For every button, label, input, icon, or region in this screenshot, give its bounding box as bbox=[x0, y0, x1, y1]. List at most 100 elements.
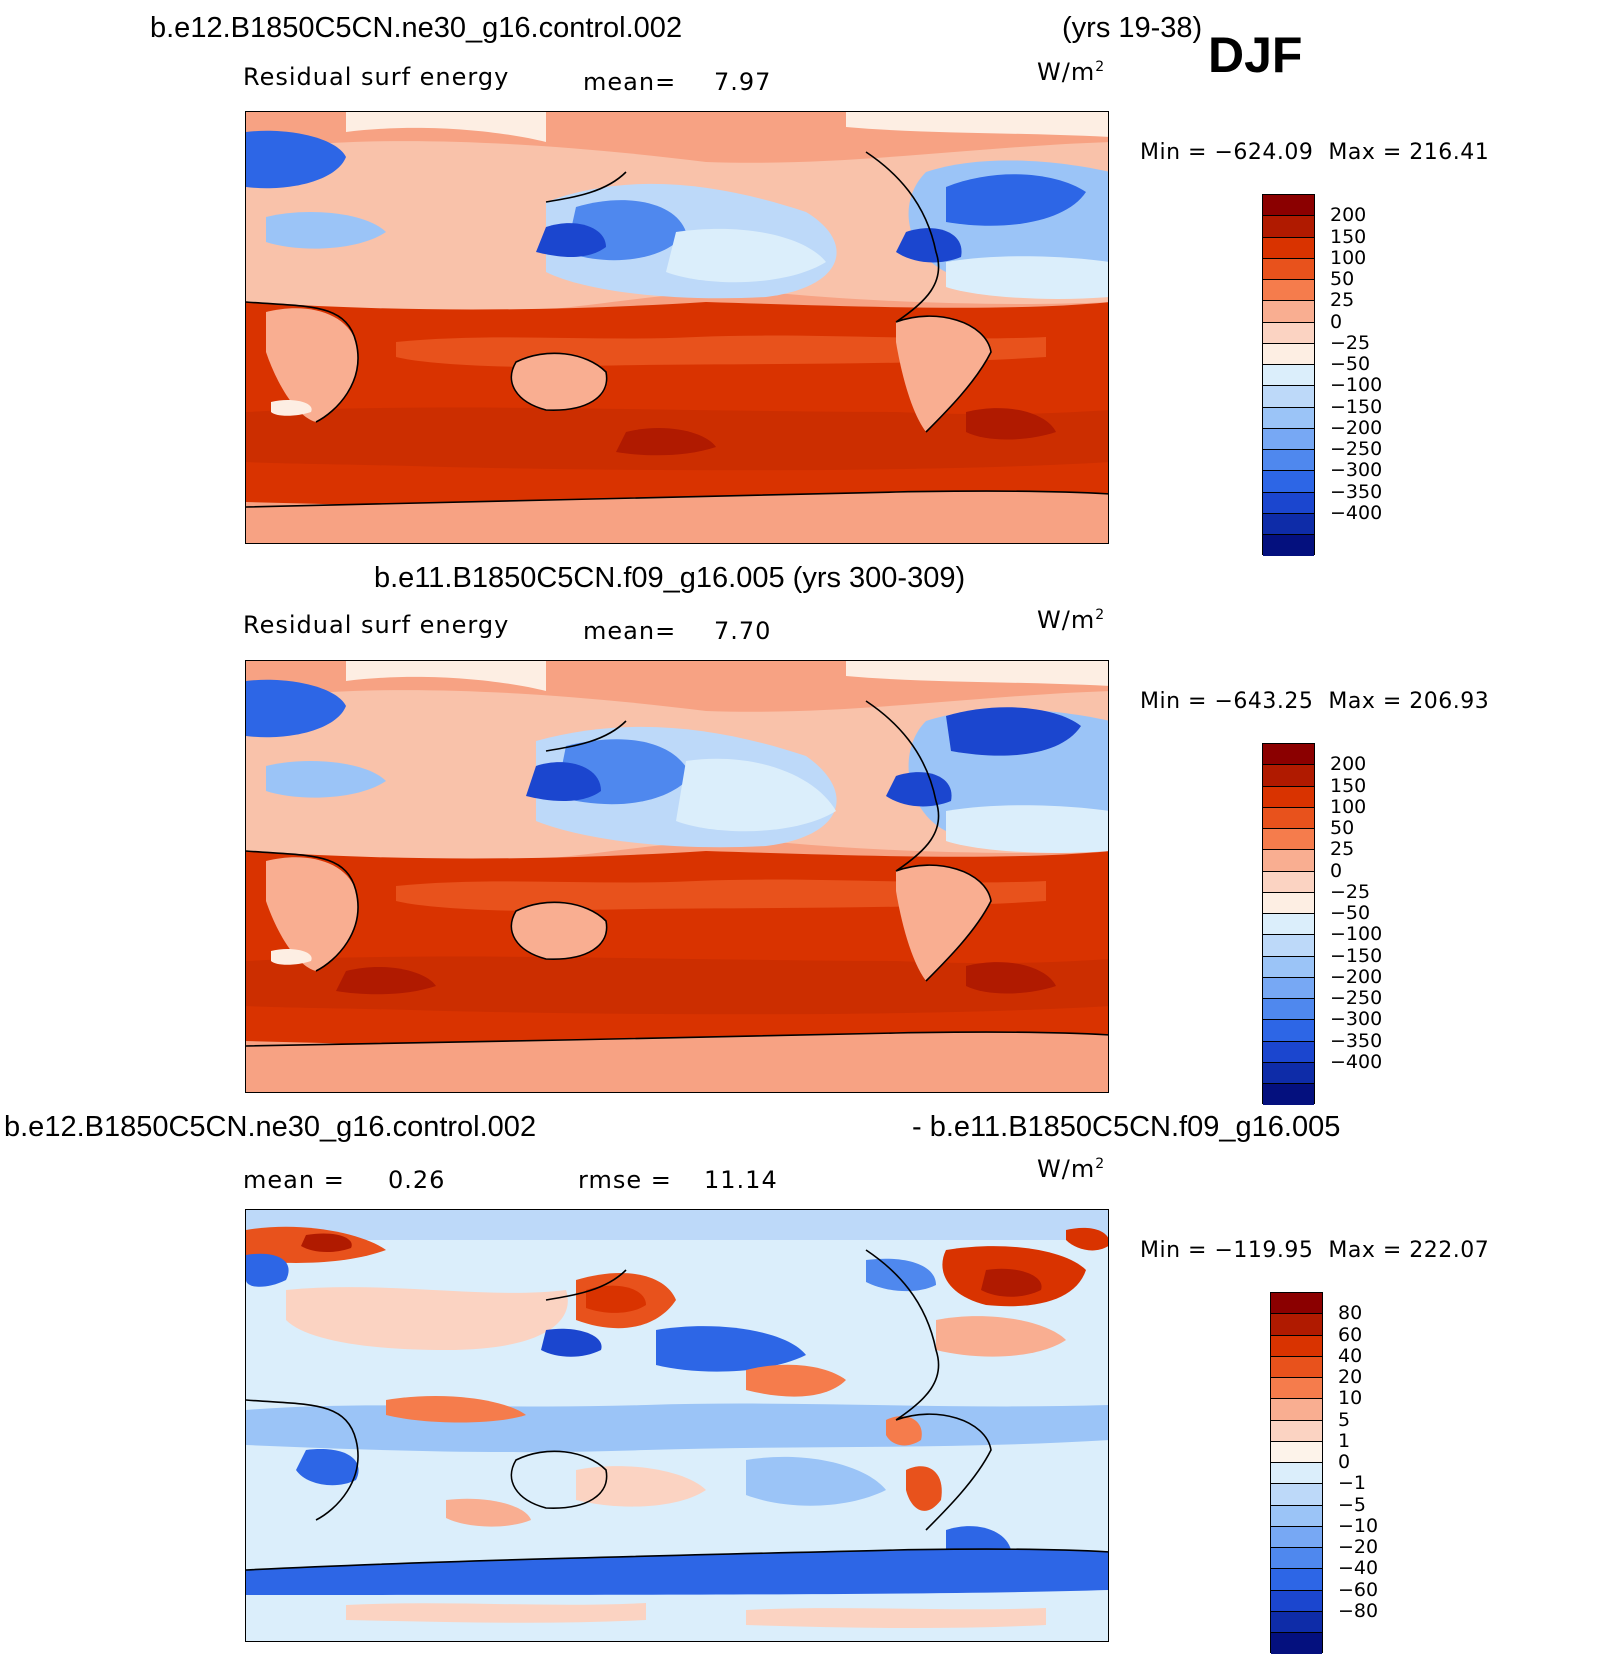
colorbar-segment bbox=[1271, 1314, 1322, 1336]
panel1-min-max: Min = −624.09 Max = 216.41 bbox=[1140, 140, 1490, 165]
colorbar-segment bbox=[1271, 1335, 1322, 1357]
colorbar-segment bbox=[1263, 343, 1314, 365]
panel2-min-max: Min = −643.25 Max = 206.93 bbox=[1140, 689, 1490, 714]
panel1-units: W/m2 bbox=[1037, 58, 1106, 86]
colorbar-tick-label: −200 bbox=[1330, 416, 1383, 439]
colorbar-tick-label: −60 bbox=[1338, 1578, 1379, 1601]
panel2-variable-label: Residual surf energy bbox=[243, 611, 510, 639]
panel3-mean-label: mean = bbox=[243, 1166, 345, 1194]
panel1-map bbox=[245, 111, 1109, 544]
colorbar-tick-label: 80 bbox=[1338, 1302, 1363, 1325]
colorbar-segment bbox=[1263, 765, 1314, 787]
colorbar-segment bbox=[1271, 1505, 1322, 1527]
colorbar-segment bbox=[1263, 829, 1314, 851]
colorbar-tick-label: −300 bbox=[1330, 459, 1383, 482]
colorbar-tick-label: −1 bbox=[1338, 1472, 1367, 1495]
colorbar-segment bbox=[1263, 807, 1314, 829]
colorbar-segment bbox=[1271, 1611, 1322, 1633]
panel2-map bbox=[245, 660, 1109, 1093]
panel1-min-label: Min bbox=[1140, 140, 1181, 165]
colorbar-tick-label: −400 bbox=[1330, 1050, 1383, 1073]
colorbar-segment bbox=[1271, 1569, 1322, 1591]
colorbar-segment bbox=[1263, 914, 1314, 936]
colorbar-segment bbox=[1263, 386, 1314, 408]
panel1-title-left: b.e12.B1850C5CN.ne30_g16.control.002 bbox=[150, 12, 683, 44]
colorbar-segment bbox=[1271, 1378, 1322, 1400]
colorbar-tick-label: 40 bbox=[1338, 1344, 1363, 1367]
panel2-max-label: Max bbox=[1328, 689, 1376, 714]
colorbar-segment bbox=[1271, 1441, 1322, 1463]
panel3-colorbar-box bbox=[1270, 1292, 1323, 1654]
colorbar-segment bbox=[1263, 492, 1314, 514]
colorbar-segment bbox=[1263, 513, 1314, 535]
panel2-map-field bbox=[246, 661, 1108, 1092]
colorbar-segment bbox=[1263, 1020, 1314, 1042]
colorbar-tick-label: 100 bbox=[1330, 795, 1367, 818]
colorbar-tick-label: 0 bbox=[1330, 859, 1343, 882]
panel3-mean-value: 0.26 bbox=[388, 1166, 446, 1194]
colorbar-segment bbox=[1263, 195, 1314, 217]
colorbar-tick-label: 150 bbox=[1330, 225, 1367, 248]
colorbar-tick-label: −200 bbox=[1330, 965, 1383, 988]
colorbar-segment bbox=[1263, 1062, 1314, 1084]
colorbar-tick-label: 200 bbox=[1330, 753, 1367, 776]
colorbar-tick-label: −350 bbox=[1330, 480, 1383, 503]
colorbar-tick-label: −5 bbox=[1338, 1493, 1367, 1516]
panel1-max-value: 216.41 bbox=[1409, 140, 1490, 165]
colorbar-tick-label: −20 bbox=[1338, 1536, 1379, 1558]
colorbar-tick-label: 25 bbox=[1330, 289, 1355, 312]
colorbar-tick-label: 20 bbox=[1338, 1366, 1363, 1388]
panel3-title-left: b.e12.B1850C5CN.ne30_g16.control.002 bbox=[4, 1111, 537, 1143]
colorbar-segment bbox=[1263, 744, 1314, 766]
panel1-title-right: (yrs 19-38) bbox=[1062, 12, 1203, 44]
season-label: DJF bbox=[1208, 27, 1303, 83]
colorbar-tick-label: 50 bbox=[1330, 817, 1355, 839]
colorbar-segment bbox=[1271, 1399, 1322, 1421]
colorbar-tick-label: −350 bbox=[1330, 1029, 1383, 1052]
colorbar-segment bbox=[1271, 1590, 1322, 1612]
colorbar-segment bbox=[1263, 216, 1314, 238]
panel3-max-value: 222.07 bbox=[1409, 1238, 1490, 1263]
colorbar-segment bbox=[1263, 892, 1314, 914]
panel2-max-value: 206.93 bbox=[1409, 689, 1490, 714]
panel2-colorbar-box bbox=[1262, 743, 1315, 1106]
colorbar-tick-label: −50 bbox=[1330, 353, 1371, 375]
panel3-min-max: Min = −119.95 Max = 222.07 bbox=[1140, 1238, 1490, 1263]
panel1-mean-value: 7.97 bbox=[714, 68, 772, 96]
panel3-rmse-value: 11.14 bbox=[704, 1166, 778, 1194]
colorbar-segment bbox=[1271, 1633, 1322, 1654]
colorbar-tick-label: −50 bbox=[1330, 902, 1371, 924]
colorbar-segment bbox=[1263, 471, 1314, 493]
colorbar-segment bbox=[1263, 786, 1314, 808]
panel3-map-field bbox=[246, 1210, 1108, 1641]
panel1-variable-label: Residual surf energy bbox=[243, 63, 510, 91]
panel1-max-label: Max bbox=[1328, 140, 1376, 165]
colorbar-tick-label: 150 bbox=[1330, 774, 1367, 797]
colorbar-segment bbox=[1271, 1526, 1322, 1548]
colorbar-segment bbox=[1263, 977, 1314, 999]
panel2-min-value: −643.25 bbox=[1214, 689, 1314, 714]
panel3-rmse-label: rmse = bbox=[578, 1166, 672, 1194]
colorbar-segment bbox=[1263, 450, 1314, 472]
colorbar-segment bbox=[1271, 1463, 1322, 1485]
colorbar-segment bbox=[1271, 1484, 1322, 1506]
colorbar-segment bbox=[1263, 935, 1314, 957]
colorbar-tick-label: −150 bbox=[1330, 395, 1383, 418]
panel3-units: W/m2 bbox=[1037, 1155, 1106, 1183]
colorbar-tick-label: −100 bbox=[1330, 374, 1383, 397]
panel1-colorbar-box bbox=[1262, 194, 1315, 557]
panel2-title: b.e11.B1850C5CN.f09_g16.005 (yrs 300-309… bbox=[374, 562, 966, 594]
colorbar-segment bbox=[1263, 999, 1314, 1021]
colorbar-segment bbox=[1263, 850, 1314, 872]
colorbar-tick-label: −150 bbox=[1330, 944, 1383, 967]
colorbar-segment bbox=[1263, 535, 1314, 557]
colorbar-segment bbox=[1263, 280, 1314, 302]
panel3-max-label: Max bbox=[1328, 1238, 1376, 1263]
panel1-min-value: −624.09 bbox=[1214, 140, 1314, 165]
colorbar-tick-label: −250 bbox=[1330, 987, 1383, 1009]
panel3-min-label: Min bbox=[1140, 1238, 1181, 1263]
colorbar-tick-label: 1 bbox=[1338, 1429, 1351, 1452]
colorbar-tick-label: −400 bbox=[1330, 501, 1383, 524]
colorbar-tick-label: −100 bbox=[1330, 923, 1383, 946]
panel3-map bbox=[245, 1209, 1109, 1642]
